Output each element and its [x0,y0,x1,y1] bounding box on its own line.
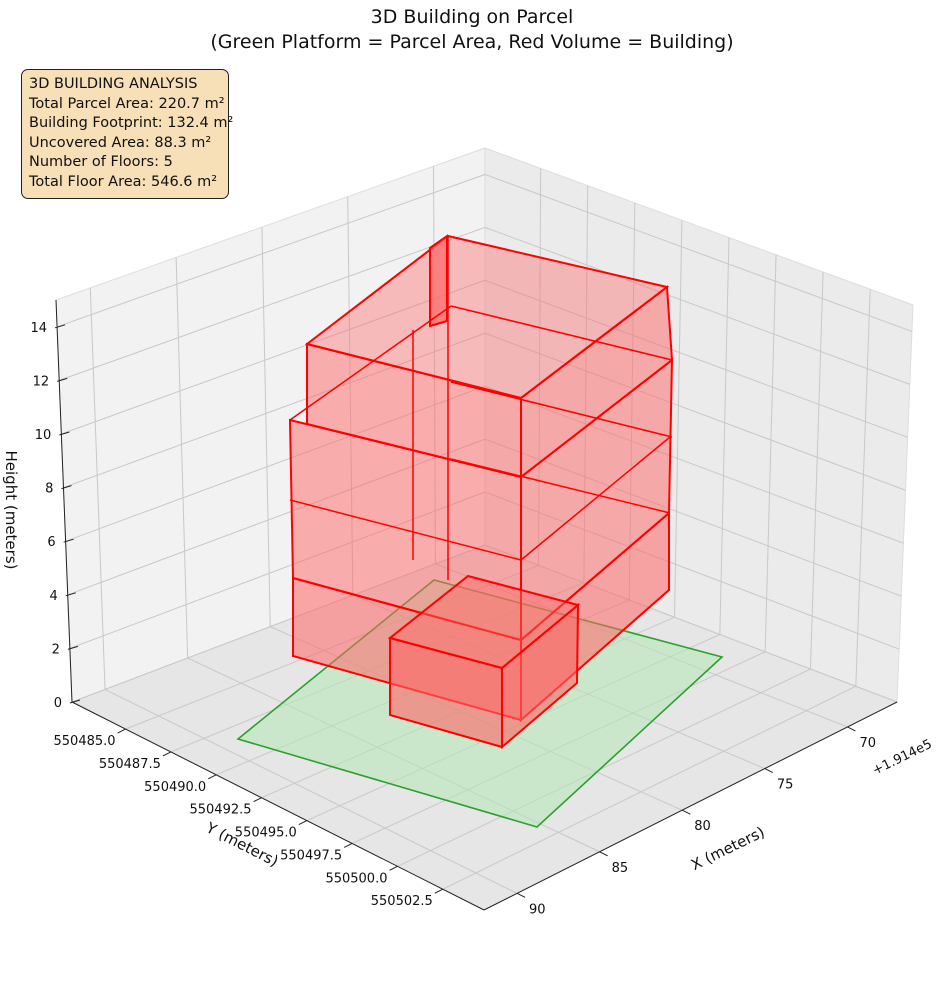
z-tick-label: 2 [52,642,60,657]
z-axis-label: Height (meters) [2,451,20,570]
y-tick-mark [207,774,217,780]
x-tick-label: 85 [612,861,629,876]
analysis-info-box: 3D BUILDING ANALYSIS Total Parcel Area: … [21,69,234,199]
y-tick-label: 550495.0 [235,826,297,841]
z-tick-label: 10 [35,428,52,443]
x-tick-label: 75 [777,778,794,793]
z-tick-label: 4 [49,589,57,604]
z-tick-mark [57,377,68,382]
building-volume [288,234,674,750]
info-line-uncovered: Uncovered Area: 88.3 m² [29,134,212,151]
y-tick-mark [343,842,353,848]
building-edge [289,305,452,421]
y-tick-mark [389,865,398,871]
axes [55,299,898,911]
y-tick-mark [162,751,172,757]
z-tick-mark [59,431,70,436]
x-tick-mark [599,851,608,857]
chart-title: 3D Building on Parcel [370,6,574,28]
y-axis-line [71,701,485,911]
roof-face [304,234,670,400]
z-tick-label: 14 [31,321,48,336]
y-tick-label: 550490.0 [144,780,206,795]
z-grid-line [61,279,908,438]
z-grid-line [59,226,910,385]
y-tick-mark [253,797,262,803]
x-grid-line [89,287,518,894]
z-tick-mark [69,699,81,704]
z-grid-line [56,173,913,332]
info-line-floors: Number of Floors: 5 [29,154,173,171]
x-tick-label: 70 [859,736,876,751]
info-line-floor-area: Total Floor Area: 546.6 m² [29,173,218,190]
z-tick-mark [61,485,72,490]
z-tick-label: 8 [45,482,53,497]
z-tick-label: 0 [54,696,62,711]
x-tick-mark [764,768,774,774]
annex-top-face [387,574,581,670]
y-tick-mark [434,888,444,894]
x-axis-line [483,701,898,911]
building-edge [289,499,522,561]
z-tick-mark [63,538,74,543]
chart-subtitle: (Green Platform = Parcel Area, Red Volum… [210,31,734,53]
z-axis-line [55,299,73,703]
z-tick-mark [54,324,66,329]
x-tick-label: 90 [529,902,546,917]
y-tick-label: 550487.5 [99,757,161,772]
info-box-title: 3D BUILDING ANALYSIS [29,76,198,92]
z-grid-line [63,332,906,491]
x-tick-label: 80 [694,819,711,834]
z-tick-label: 12 [33,374,50,389]
info-line-parcel-area: Total Parcel Area: 220.7 m² [29,95,225,112]
y-tick-label: 550485.0 [54,734,116,749]
y-tick-mark [117,728,126,734]
building-edge [450,305,673,361]
building-edge [450,381,673,438]
rooftop-element [429,234,448,328]
z-tick-mark [65,592,76,597]
y-tick-label: 550502.5 [371,894,433,909]
tick-labels: 0 2 4 6 8 10 12 14 550485.0 550487.5 550490.0 55049… [31,321,876,918]
building-edge [450,458,671,514]
x-tick-mark [847,726,856,732]
z-tick-mark [67,645,79,650]
x-offset-label: +1.914e5 [870,737,934,779]
y-tick-label: 550492.5 [189,803,251,818]
y-tick-label: 550500.0 [325,871,387,886]
building-edge [520,436,671,561]
x-tick-mark [682,809,691,815]
z-tick-label: 6 [47,535,55,550]
z-grid-line [65,385,904,544]
y-grid-line [442,289,871,890]
y-tick-label: 550497.5 [280,848,342,863]
info-line-footprint: Building Footprint: 132.4 m² [29,115,234,132]
x-tick-mark [516,892,526,898]
y-tick-mark [298,820,308,826]
